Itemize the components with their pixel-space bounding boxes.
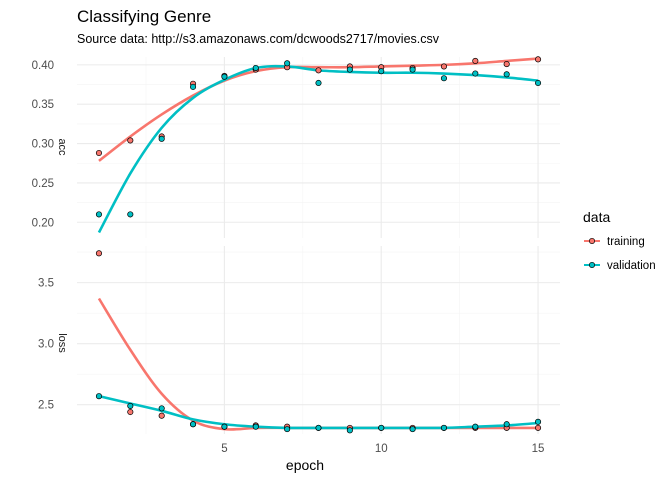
data-point-validation — [315, 79, 322, 87]
legend-label-training: training — [607, 236, 645, 248]
data-point-training — [315, 67, 322, 74]
data-point-validation — [127, 402, 134, 409]
data-point-validation — [440, 424, 448, 431]
legend-key-point-training — [588, 237, 596, 245]
data-point-validation — [409, 66, 416, 73]
data-point-validation — [189, 83, 197, 90]
data-point-validation — [189, 421, 197, 428]
y-tick-label: 0.25 — [32, 178, 54, 190]
data-point-training — [127, 408, 134, 416]
x-tick-label: 10 — [375, 443, 388, 455]
data-point-validation — [252, 64, 259, 72]
data-point-validation — [534, 418, 542, 425]
data-point-validation — [284, 60, 291, 67]
data-point-validation — [95, 393, 103, 400]
data-point-validation — [440, 75, 448, 82]
data-point-training — [503, 61, 510, 68]
y-tick-label: 3.0 — [38, 339, 54, 351]
smooth-line-validation — [98, 394, 539, 430]
data-point-training — [95, 250, 103, 257]
data-point-validation — [378, 424, 385, 431]
legend-title: data — [583, 209, 610, 225]
x-tick-label: 5 — [221, 443, 227, 455]
x-axis: 5 10 15 — [221, 443, 544, 455]
y-tick-label: 0.30 — [32, 139, 54, 151]
loss-strip-label: loss — [56, 333, 68, 353]
x-axis-title: epoch — [286, 457, 324, 473]
y-tick-label: 0.40 — [32, 60, 54, 72]
data-point-validation — [221, 73, 228, 80]
data-point-validation — [472, 423, 479, 430]
chart-subtitle: Source data: http://s3.amazonaws.com/dcw… — [77, 32, 440, 46]
loss-panel: 2.5 3.0 3.5 — [38, 246, 560, 434]
smooth-line-training — [97, 297, 539, 431]
y-tick-label: 0.35 — [32, 99, 54, 111]
legend-label-validation: validation — [607, 260, 656, 272]
data-point-validation — [252, 423, 259, 430]
y-tick-label: 3.5 — [38, 278, 54, 290]
data-point-validation — [284, 426, 291, 433]
data-point-training — [440, 63, 448, 70]
smooth-line-validation — [97, 64, 539, 234]
chart-title: Classifying Genre — [77, 7, 211, 26]
data-point-validation — [503, 421, 510, 428]
data-point-validation — [95, 211, 103, 218]
y-tick-label: 0.20 — [32, 217, 54, 229]
data-point-training — [534, 56, 542, 63]
x-tick-label: 15 — [532, 443, 545, 455]
data-point-validation — [378, 68, 385, 75]
y-tick-label: 2.5 — [38, 400, 54, 412]
legend-key-point-validation — [588, 261, 596, 269]
data-point-validation — [346, 66, 353, 73]
acc-strip-label: acc — [56, 138, 68, 156]
legend: data training validation — [583, 209, 656, 272]
data-point-training — [158, 412, 165, 419]
data-point-training — [534, 424, 542, 431]
data-point-validation — [315, 424, 322, 431]
data-point-validation — [409, 426, 416, 433]
data-point-validation — [534, 79, 542, 87]
data-point-validation — [158, 135, 165, 142]
data-point-training — [472, 57, 479, 64]
data-point-validation — [127, 211, 134, 218]
data-point-validation — [221, 423, 228, 430]
acc-panel: 0.20 0.25 0.30 0.35 0.40 — [32, 56, 560, 238]
data-point-training — [127, 137, 134, 144]
smooth-line-training — [98, 57, 539, 162]
data-point-validation — [346, 427, 353, 434]
legend-item-validation: validation — [584, 260, 656, 272]
data-point-validation — [503, 71, 510, 78]
data-point-validation — [472, 70, 479, 77]
data-point-training — [95, 149, 103, 157]
data-point-validation — [158, 405, 165, 412]
legend-item-training: training — [584, 236, 645, 248]
